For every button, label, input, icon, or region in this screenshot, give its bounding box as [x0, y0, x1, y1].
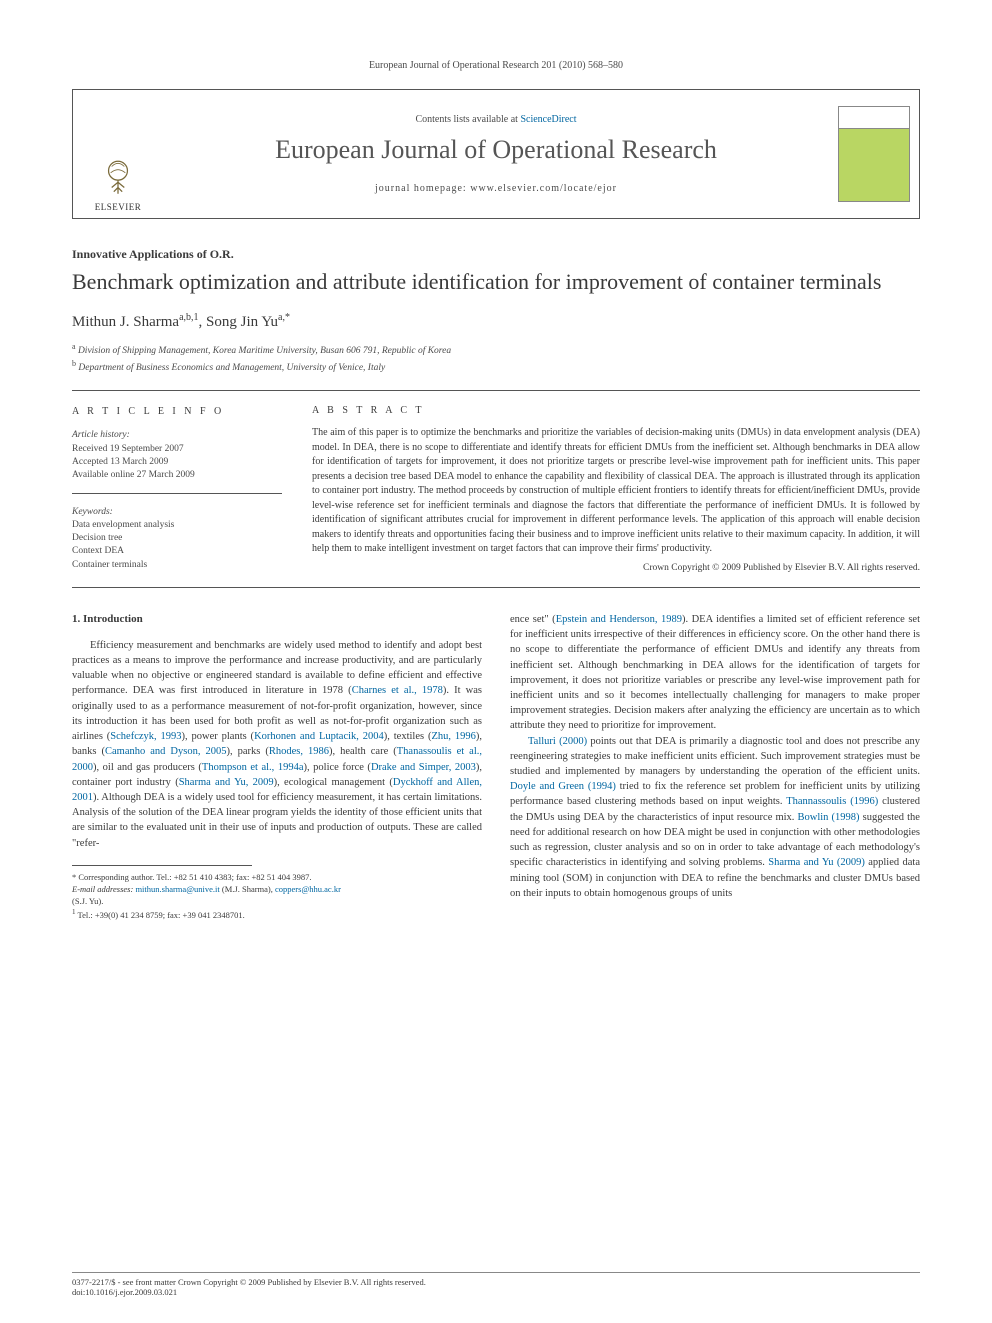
journal-cover-thumb [838, 106, 910, 202]
homepage-line: journal homepage: www.elsevier.com/locat… [375, 183, 617, 194]
keyword-3: Context DEA [72, 545, 282, 558]
journal-citation: European Journal of Operational Research… [72, 60, 920, 71]
affiliation-b-text: Department of Business Economics and Man… [78, 364, 385, 374]
sciencedirect-link[interactable]: ScienceDirect [520, 114, 576, 125]
cite-zhu[interactable]: Zhu, 1996 [431, 731, 475, 742]
cite-charnes[interactable]: Charnes et al., 1978 [352, 685, 443, 696]
journal-header-box: ELSEVIER Contents lists available at Sci… [72, 89, 920, 219]
keyword-4: Container terminals [72, 559, 282, 572]
publisher-block: ELSEVIER [73, 90, 163, 218]
affiliation-b: b Department of Business Economics and M… [72, 358, 920, 376]
journal-name: European Journal of Operational Research [275, 135, 717, 165]
online-line: Available online 27 March 2009 [72, 469, 282, 482]
article-title: Benchmark optimization and attribute ide… [72, 268, 920, 296]
received-line: Received 19 September 2007 [72, 443, 282, 456]
author-2-sup: a,* [278, 312, 290, 323]
cite-talluri[interactable]: Talluri (2000) [528, 736, 587, 747]
elsevier-tree-icon [97, 156, 139, 198]
keyword-2: Decision tree [72, 532, 282, 545]
homepage-prefix: journal homepage: [375, 183, 470, 194]
article-info-heading: A R T I C L E I N F O [72, 405, 282, 419]
cover-thumb-block [829, 90, 919, 218]
email-2[interactable]: coppers@hhu.ac.kr [275, 884, 341, 894]
cite-schefczyk[interactable]: Schefczyk, 1993 [110, 731, 181, 742]
cover-band [839, 107, 909, 129]
history-label: Article history: [72, 429, 282, 442]
accepted-line: Accepted 13 March 2009 [72, 456, 282, 469]
col2-para-2: Talluri (2000) points out that DEA is pr… [510, 734, 920, 901]
page-footer: 0377-2217/$ - see front matter Crown Cop… [72, 1272, 920, 1297]
email-1-who: (M.J. Sharma), [220, 884, 275, 894]
history-block: Article history: Received 19 September 2… [72, 429, 282, 493]
section-1-heading: 1. Introduction [72, 612, 482, 628]
article-info-col: A R T I C L E I N F O Article history: R… [72, 405, 282, 573]
abstract-heading: A B S T R A C T [312, 405, 920, 416]
corresponding-note: * Corresponding author. Tel.: +82 51 410… [72, 872, 482, 884]
cite-drake[interactable]: Drake and Simper, 2003 [371, 762, 476, 773]
homepage-url[interactable]: www.elsevier.com/locate/ejor [470, 183, 617, 194]
cite-bowlin[interactable]: Bowlin (1998) [798, 812, 860, 823]
affiliation-a-text: Division of Shipping Management, Korea M… [78, 346, 451, 356]
col1-para-1: Efficiency measurement and benchmarks ar… [72, 638, 482, 851]
cite-dyckhoff[interactable]: Dyckhoff and Allen, 2001 [72, 777, 482, 803]
author-2: Song Jin Yu [206, 314, 278, 330]
cite-rhodes[interactable]: Rhodes, 1986 [269, 746, 329, 757]
cite-doyle[interactable]: Doyle and Green (1994) [510, 781, 616, 792]
col2-para-1: ence set" (Epstein and Henderson, 1989).… [510, 612, 920, 734]
body-col-right: ence set" (Epstein and Henderson, 1989).… [510, 612, 920, 921]
keyword-1: Data envelopment analysis [72, 519, 282, 532]
abstract-copyright: Crown Copyright © 2009 Published by Else… [312, 563, 920, 573]
emails-line: E-mail addresses: mithun.sharma@unive.it… [72, 884, 482, 896]
body-col-left: 1. Introduction Efficiency measurement a… [72, 612, 482, 921]
issn-line: 0377-2217/$ - see front matter Crown Cop… [72, 1277, 920, 1287]
cite-thompson[interactable]: Thompson et al., 1994a [202, 762, 304, 773]
contents-available-line: Contents lists available at ScienceDirec… [415, 114, 576, 125]
author-1: Mithun J. Sharma [72, 314, 179, 330]
affiliation-a: a Division of Shipping Management, Korea… [72, 341, 920, 359]
cite-korhonen[interactable]: Korhonen and Luptacik, 2004 [254, 731, 384, 742]
author-1-sup: a,b,1 [179, 312, 198, 323]
emails-label: E-mail addresses: [72, 884, 133, 894]
cite-epstein[interactable]: Epstein and Henderson, 1989 [556, 614, 682, 625]
doi-line: doi:10.1016/j.ejor.2009.03.021 [72, 1287, 920, 1297]
cite-thannassoulis-1996[interactable]: Thannassoulis (1996) [786, 796, 878, 807]
abstract-text: The aim of this paper is to optimize the… [312, 426, 920, 557]
section-label: Innovative Applications of O.R. [72, 247, 920, 262]
email-2-who: (S.J. Yu). [72, 896, 482, 908]
cite-camanho[interactable]: Camanho and Dyson, 2005 [105, 746, 226, 757]
publisher-name: ELSEVIER [95, 202, 142, 212]
cite-sharma-2009[interactable]: Sharma and Yu (2009) [768, 857, 865, 868]
contents-prefix: Contents lists available at [415, 114, 520, 125]
header-center: Contents lists available at ScienceDirec… [163, 90, 829, 218]
tel-note: 1 Tel.: +39(0) 41 234 8759; fax: +39 041… [72, 908, 482, 922]
keywords-label: Keywords: [72, 506, 282, 519]
authors-line: Mithun J. Sharmaa,b,1, Song Jin Yua,* [72, 312, 920, 331]
email-1[interactable]: mithun.sharma@unive.it [135, 884, 219, 894]
info-abstract-row: A R T I C L E I N F O Article history: R… [72, 390, 920, 588]
abstract-col: A B S T R A C T The aim of this paper is… [312, 405, 920, 573]
body-columns: 1. Introduction Efficiency measurement a… [72, 612, 920, 921]
footnote-rule [72, 865, 252, 866]
tel-note-text: Tel.: +39(0) 41 234 8759; fax: +39 041 2… [78, 909, 245, 919]
keywords-block: Keywords: Data envelopment analysis Deci… [72, 506, 282, 572]
footnote-block: * Corresponding author. Tel.: +82 51 410… [72, 872, 482, 921]
cite-sharma[interactable]: Sharma and Yu, 2009 [179, 777, 274, 788]
affiliations: a Division of Shipping Management, Korea… [72, 341, 920, 377]
